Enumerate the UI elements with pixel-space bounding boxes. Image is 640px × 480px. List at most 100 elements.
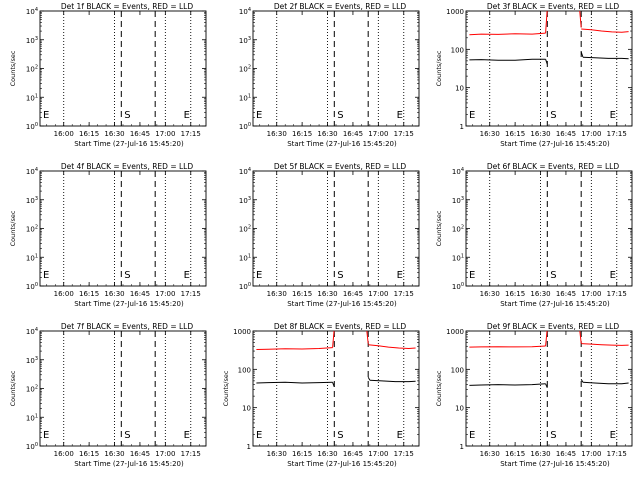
x-tick-label: 16:15 — [292, 450, 312, 458]
y-tick-label: 100 — [239, 282, 251, 291]
x-tick-label: 16:45 — [130, 290, 150, 298]
lld-series-line — [469, 32, 546, 36]
marker-e: E — [256, 430, 262, 441]
y-tick-label: 103 — [26, 196, 38, 205]
y-tick-label: 100 — [26, 122, 38, 131]
y-tick-label: 103 — [239, 36, 251, 45]
x-tick-label: 16:45 — [556, 130, 576, 138]
events-series-line — [332, 382, 335, 387]
x-tick-label: 17:00 — [368, 450, 388, 458]
lld-series-line — [545, 11, 548, 34]
y-tick-label: 102 — [239, 225, 251, 234]
chart-title: Det 6f BLACK = Events, RED = LLD — [487, 162, 620, 171]
y-tick-label: 101 — [26, 413, 38, 422]
events-series-line — [369, 379, 416, 383]
marker-s: S — [550, 430, 556, 441]
y-tick-label: 100 — [451, 46, 464, 54]
x-tick-label: 16:45 — [556, 450, 576, 458]
marker-e: E — [610, 110, 616, 121]
marker-s: S — [337, 430, 343, 441]
x-tick-label: 16:30 — [530, 450, 550, 458]
y-tick-label: 103 — [239, 196, 251, 205]
y-tick-label: 100 — [26, 282, 38, 291]
x-tick-label: 17:15 — [394, 130, 414, 138]
y-tick-label: 10 — [455, 405, 464, 413]
marker-s: S — [124, 270, 130, 281]
y-axis-label: Counts/sec — [9, 210, 17, 246]
chart-title: Det 9f BLACK = Events, RED = LLD — [487, 322, 620, 331]
marker-e: E — [397, 270, 403, 281]
chart-title: Det 1f BLACK = Events, RED = LLD — [61, 2, 194, 11]
y-tick-label: 1 — [460, 123, 464, 131]
marker-s: S — [337, 270, 343, 281]
x-tick-label: 16:45 — [343, 130, 363, 138]
y-tick-label: 101 — [452, 253, 464, 262]
x-tick-label: 16:15 — [79, 450, 99, 458]
x-axis-label: Start Time (27-Jul-16 15:45:20) — [74, 140, 184, 148]
y-tick-label: 1000 — [233, 328, 251, 336]
y-tick-label: 100 — [26, 442, 38, 451]
events-series-line — [582, 381, 629, 385]
panel-det-1f: Det 1f BLACK = Events, RED = LLD 100 101 10… — [9, 2, 207, 148]
marker-e: E — [184, 110, 190, 121]
x-tick-label: 17:15 — [181, 450, 201, 458]
lld-series-line — [545, 331, 548, 347]
y-axis-label: Counts/sec — [9, 50, 17, 86]
panel-det-6f: Det 6f BLACK = Events, RED = LLD 100 101 10… — [435, 162, 633, 308]
x-tick-label: 16:00 — [54, 290, 74, 298]
x-tick-label: 16:30 — [104, 130, 124, 138]
events-series-line — [545, 383, 548, 388]
marker-e: E — [397, 110, 403, 121]
x-tick-label: 17:00 — [581, 290, 601, 298]
x-tick-label: 17:15 — [394, 450, 414, 458]
x-tick-label: 17:00 — [155, 290, 175, 298]
y-tick-label: 101 — [239, 253, 251, 262]
x-tick-label: 17:15 — [394, 290, 414, 298]
lld-series-line — [581, 343, 629, 346]
marker-e: E — [43, 110, 49, 121]
marker-e: E — [397, 430, 403, 441]
x-tick-label: 16:30 — [530, 130, 550, 138]
x-tick-label: 16:15 — [79, 290, 99, 298]
x-tick-label: 16:30 — [267, 290, 287, 298]
y-tick-label: 10 — [455, 85, 464, 93]
marker-s: S — [124, 430, 130, 441]
chart-title: Det 2f BLACK = Events, RED = LLD — [274, 2, 407, 11]
marker-e: E — [256, 110, 262, 121]
panel-det-7f: Det 7f BLACK = Events, RED = LLD 100 101 10… — [9, 322, 207, 468]
x-axis-label: Start Time (27-Jul-16 15:45:20) — [500, 460, 610, 468]
marker-e: E — [469, 270, 475, 281]
y-tick-label: 104 — [26, 327, 38, 336]
y-tick-label: 100 — [452, 282, 464, 291]
lld-series-line — [332, 331, 335, 348]
x-tick-label: 16:30 — [317, 450, 337, 458]
x-tick-label: 17:00 — [155, 450, 175, 458]
marker-e: E — [256, 270, 262, 281]
marker-e: E — [43, 430, 49, 441]
y-axis-label: Counts/sec — [435, 370, 443, 406]
y-tick-label: 100 — [451, 366, 464, 374]
x-axis-label: Start Time (27-Jul-16 15:45:20) — [287, 300, 397, 308]
x-tick-label: 16:30 — [267, 450, 287, 458]
x-tick-label: 16:30 — [480, 130, 500, 138]
x-axis-label: Start Time (27-Jul-16 15:45:20) — [74, 460, 184, 468]
series-group — [469, 331, 629, 388]
lld-series-line — [256, 347, 333, 350]
x-tick-label: 16:15 — [79, 130, 99, 138]
x-tick-label: 16:45 — [130, 130, 150, 138]
x-tick-label: 16:30 — [104, 290, 124, 298]
x-tick-label: 16:15 — [292, 130, 312, 138]
x-tick-label: 17:15 — [181, 130, 201, 138]
marker-s: S — [124, 110, 130, 121]
x-tick-label: 16:15 — [505, 290, 525, 298]
x-tick-label: 16:45 — [343, 450, 363, 458]
y-tick-label: 104 — [239, 7, 251, 16]
y-tick-label: 101 — [239, 93, 251, 102]
x-tick-label: 16:45 — [130, 450, 150, 458]
marker-e: E — [184, 270, 190, 281]
x-tick-label: 16:00 — [54, 450, 74, 458]
events-series-line — [580, 379, 584, 383]
events-series-line — [469, 58, 546, 61]
events-series-line — [469, 383, 546, 386]
